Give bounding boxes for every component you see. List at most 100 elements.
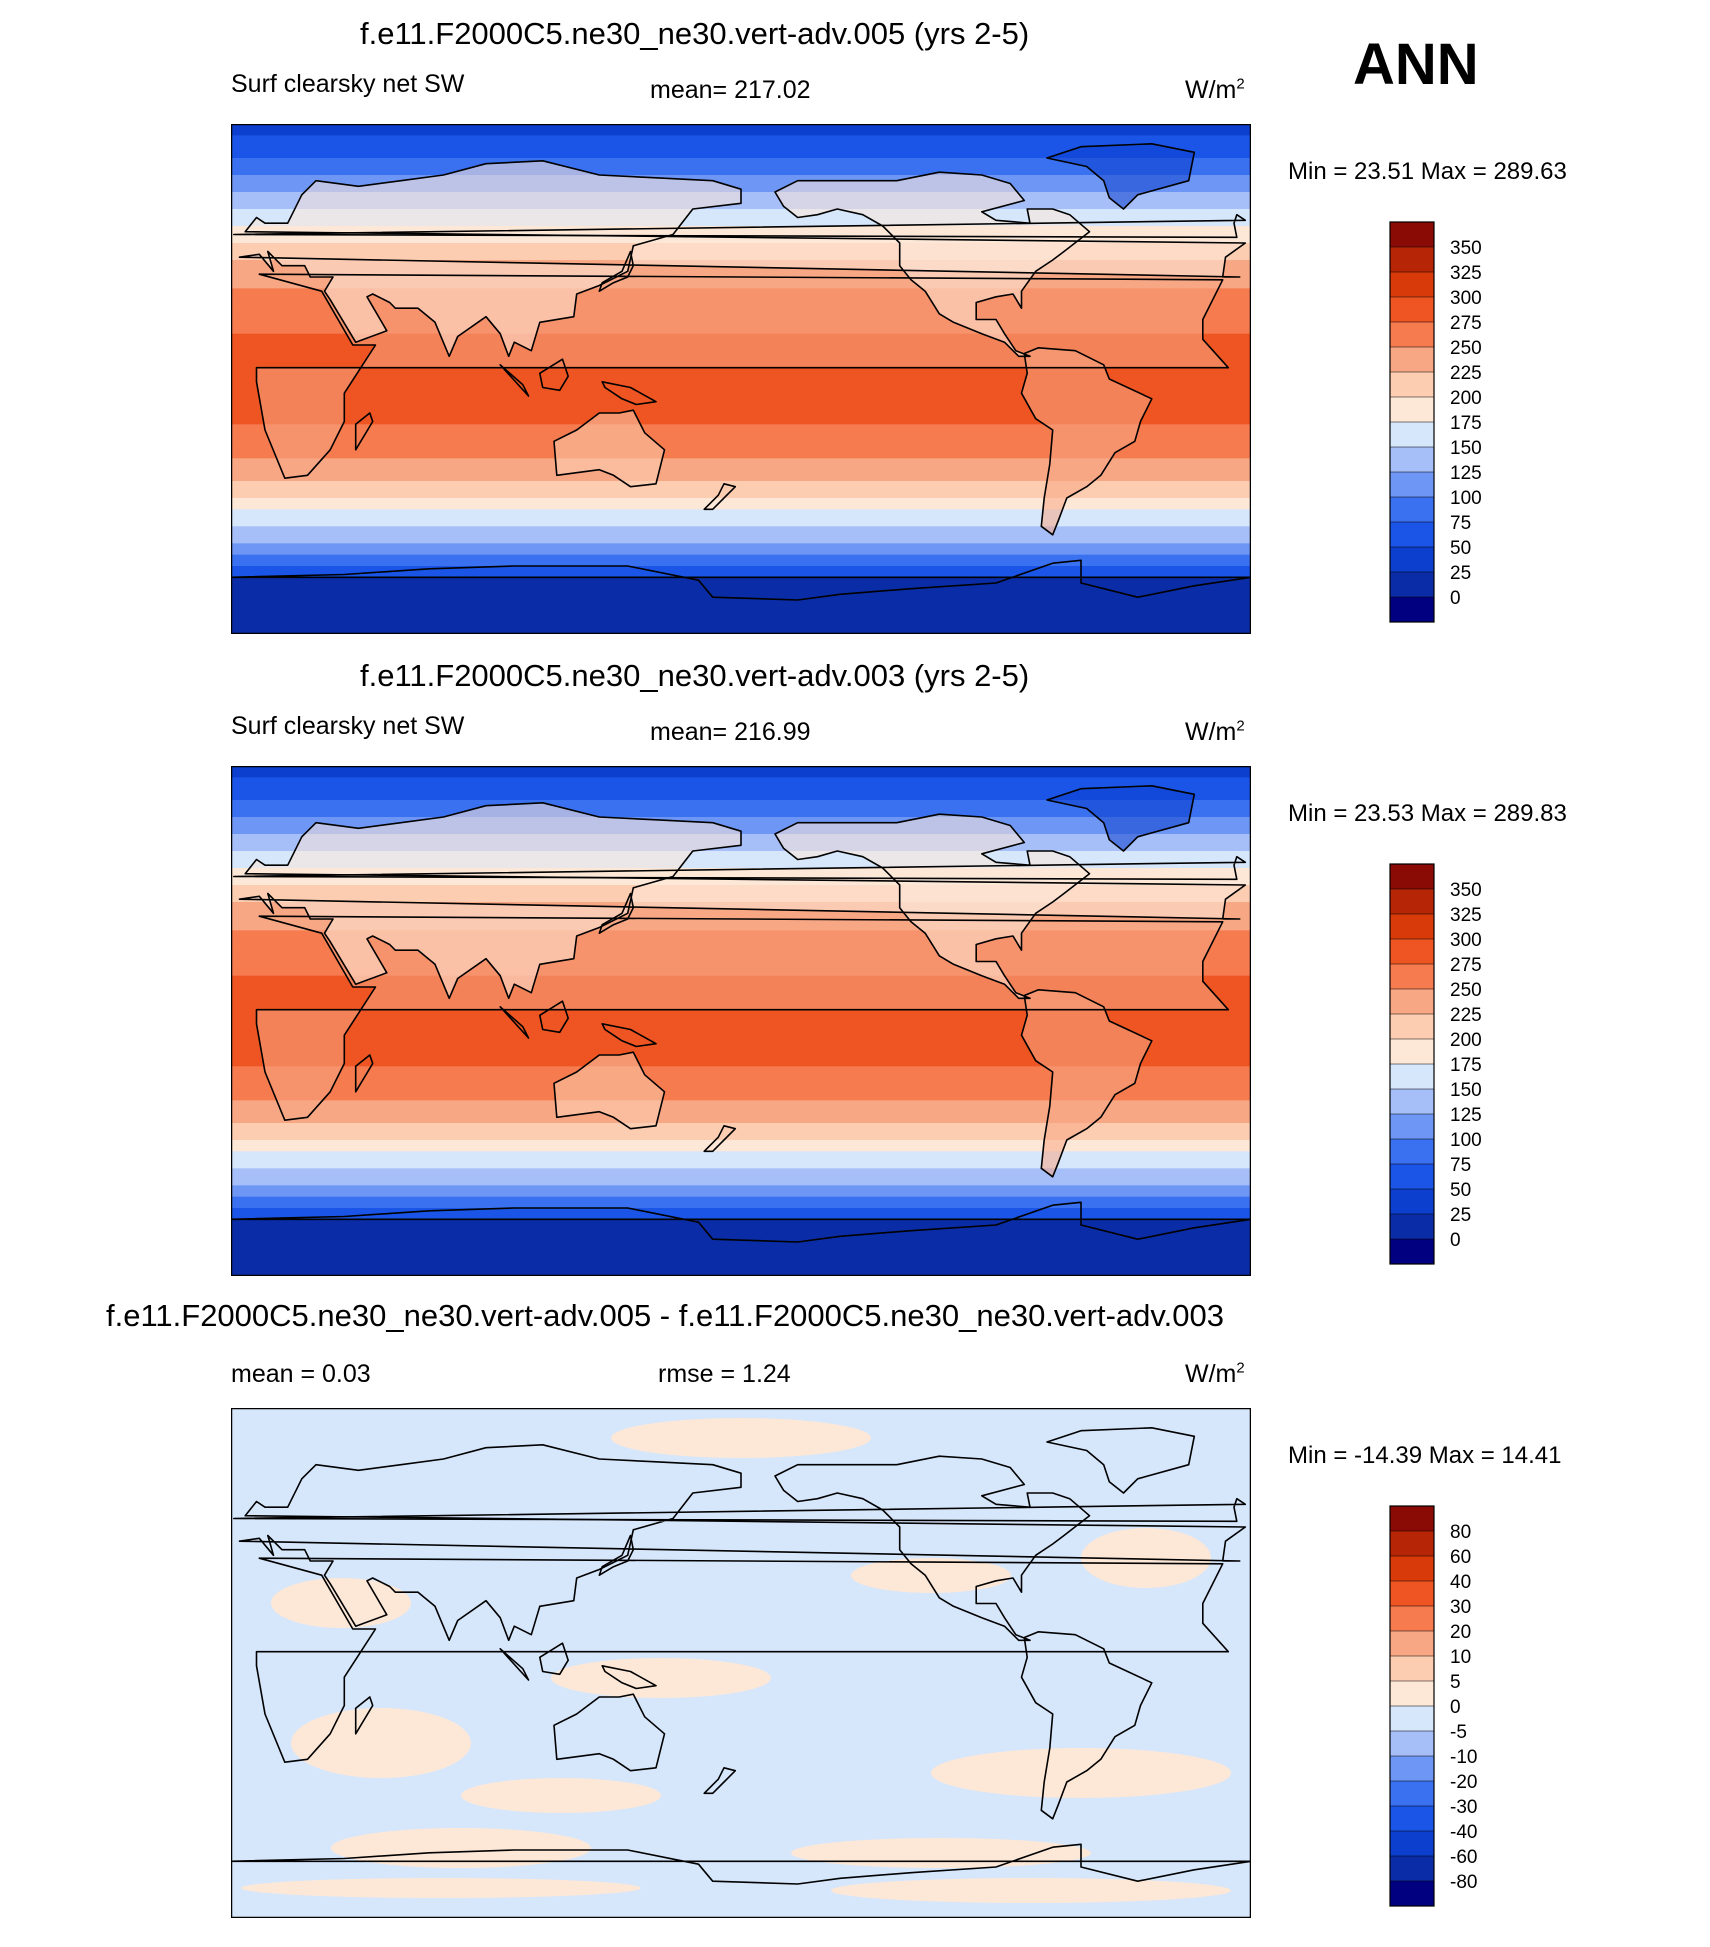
panel-3-map	[231, 1408, 1251, 1918]
coastline	[538, 358, 570, 392]
map-band	[231, 1055, 1251, 1062]
panel-3-colorbar-tick-label: 60	[1450, 1547, 1471, 1568]
panel-1-colorbar-tick-label: 275	[1450, 313, 1482, 334]
map-band	[231, 141, 1251, 148]
panel-2-colorbar-tick-label: 125	[1450, 1105, 1482, 1126]
map-band	[231, 913, 1251, 920]
panel-2-colorbar-tick-label: 225	[1450, 1005, 1482, 1026]
panel-3-colorbar-swatch	[1390, 1806, 1434, 1831]
map-band	[231, 1049, 1251, 1056]
panel-1-colorbar-swatch	[1390, 522, 1434, 547]
difference-patch	[331, 1828, 591, 1868]
difference-patch	[551, 1658, 771, 1698]
coastline	[601, 380, 657, 406]
coastline	[553, 1051, 666, 1130]
panel-2-colorbar-swatch	[1390, 1039, 1434, 1064]
coastline	[238, 1443, 1247, 1642]
coastline	[238, 159, 1247, 358]
coastline	[354, 1054, 374, 1093]
map-band	[231, 209, 1251, 216]
map-band	[231, 146, 1251, 153]
coastline	[1020, 1631, 1153, 1820]
coastline	[255, 1557, 1230, 1764]
panel-3-colorbar-tick-label: 0	[1450, 1697, 1461, 1718]
land-fill	[1047, 785, 1195, 851]
map-band	[231, 1043, 1251, 1050]
map-band	[231, 124, 1251, 131]
map-band	[231, 203, 1251, 210]
map-band	[231, 509, 1251, 516]
panel-1-map	[231, 124, 1251, 634]
map-band	[231, 152, 1251, 159]
panel-2-colorbar-swatch	[1390, 1214, 1434, 1239]
difference-patch	[461, 1778, 661, 1813]
panel-3-colorbar-swatch	[1390, 1831, 1434, 1856]
panel-2-colorbar-swatch	[1390, 864, 1434, 889]
map-band	[231, 571, 1251, 578]
panel-3-colorbar-swatch	[1390, 1856, 1434, 1881]
land-fill	[231, 577, 1251, 634]
map-band	[231, 135, 1251, 142]
panel-1-colorbar-swatch	[1390, 447, 1434, 472]
coastline	[1020, 347, 1153, 536]
map-band	[231, 452, 1251, 459]
panel-2-colorbar-swatch	[1390, 1164, 1434, 1189]
map-band	[231, 214, 1251, 221]
map-band	[231, 873, 1251, 880]
panel-2-colorbar-tick-label: 250	[1450, 980, 1482, 1001]
map-band	[231, 458, 1251, 465]
map-band	[231, 1077, 1251, 1084]
map-band	[231, 367, 1251, 374]
map-band	[231, 868, 1251, 875]
difference-patch	[831, 1878, 1231, 1903]
coastline	[231, 1201, 1251, 1243]
difference-patch	[931, 1748, 1231, 1798]
coastline	[598, 892, 635, 934]
panel-2-variable-label: Surf clearsky net SW	[231, 712, 465, 740]
map-band	[231, 1157, 1251, 1164]
map-band	[231, 1066, 1251, 1073]
map-band	[231, 1168, 1251, 1175]
panel-1-title: f.e11.F2000C5.ne30_ne30.vert-adv.005 (yr…	[360, 16, 1030, 51]
difference-patch	[791, 1838, 1091, 1868]
panel-2-mean-label: mean= 216.99	[650, 718, 811, 746]
panel-1-colorbar-tick-label: 325	[1450, 263, 1482, 284]
coastline	[598, 250, 635, 292]
panel-3-colorbar-tick-label: -40	[1450, 1822, 1477, 1843]
panel-3-colorbar-swatch	[1390, 1631, 1434, 1656]
panel-2-colorbar-tick-label: 50	[1450, 1180, 1471, 1201]
panel-2-colorbar-swatch	[1390, 1014, 1434, 1039]
panel-3-rmse-label: rmse = 1.24	[658, 1360, 791, 1388]
map-band	[231, 1179, 1251, 1186]
map-band	[231, 503, 1251, 510]
panel-1-colorbar-tick-label: 25	[1450, 563, 1471, 584]
panel-3-colorbar-tick-label: 5	[1450, 1672, 1461, 1693]
map-band	[231, 811, 1251, 818]
panel-3-colorbar-swatch	[1390, 1556, 1434, 1581]
coastline	[231, 559, 1251, 601]
panel-3-colorbar-tick-label: 10	[1450, 1647, 1471, 1668]
panel-3-colorbar-tick-label: -60	[1450, 1847, 1477, 1868]
panel-1-colorbar-tick-label: 300	[1450, 288, 1482, 309]
panel-3-colorbar-swatch	[1390, 1706, 1434, 1731]
map-band	[231, 424, 1251, 431]
map-band	[231, 1100, 1251, 1107]
map-band	[231, 1117, 1251, 1124]
map-band	[231, 1094, 1251, 1101]
map-band	[231, 1015, 1251, 1022]
coastline	[703, 1124, 737, 1153]
map-band	[231, 845, 1251, 852]
map-band	[231, 169, 1251, 176]
coastline	[499, 1006, 530, 1039]
map-band	[231, 532, 1251, 539]
map-band	[231, 862, 1251, 869]
land-fill	[231, 1219, 1251, 1276]
panel-2-colorbar-swatch	[1390, 989, 1434, 1014]
panel-3-colorbar-swatch	[1390, 1506, 1434, 1531]
panel-2-units: W/m2	[1185, 717, 1245, 746]
coastline	[238, 801, 1247, 1000]
panel-1-colorbar-tick-label: 75	[1450, 513, 1471, 534]
map-band	[231, 1026, 1251, 1033]
panel-3-colorbar-tick-label: 80	[1450, 1522, 1471, 1543]
panel-1-colorbar-tick-label: 100	[1450, 488, 1482, 509]
